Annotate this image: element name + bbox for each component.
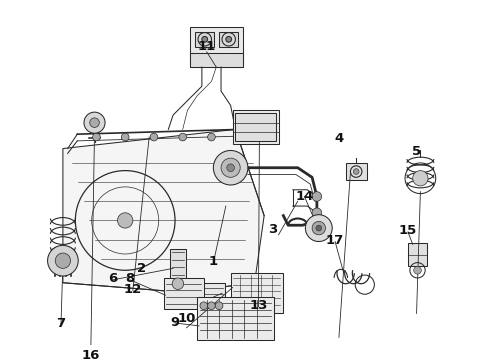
- Text: 17: 17: [326, 234, 344, 247]
- Circle shape: [316, 225, 321, 231]
- Circle shape: [312, 192, 321, 201]
- Text: 14: 14: [295, 190, 314, 203]
- Circle shape: [55, 253, 71, 268]
- Bar: [195, 32, 214, 47]
- Circle shape: [305, 215, 332, 242]
- Circle shape: [93, 133, 100, 141]
- Text: 15: 15: [399, 225, 417, 238]
- Text: 4: 4: [334, 131, 343, 144]
- Bar: [235, 113, 276, 141]
- Circle shape: [172, 278, 184, 289]
- Bar: [191, 27, 243, 67]
- Text: 7: 7: [56, 318, 66, 330]
- Circle shape: [215, 302, 223, 310]
- Circle shape: [414, 266, 421, 274]
- Bar: [233, 110, 278, 144]
- Text: 1: 1: [209, 255, 218, 268]
- Text: 5: 5: [412, 145, 421, 158]
- Circle shape: [208, 302, 215, 310]
- Text: 12: 12: [124, 283, 142, 296]
- Circle shape: [208, 133, 215, 141]
- Text: 10: 10: [177, 312, 196, 325]
- Circle shape: [179, 133, 187, 141]
- Circle shape: [150, 133, 158, 141]
- Text: 11: 11: [197, 40, 216, 53]
- Circle shape: [312, 208, 321, 217]
- Text: 3: 3: [268, 222, 277, 235]
- Circle shape: [90, 118, 99, 127]
- Circle shape: [413, 171, 428, 186]
- Bar: [164, 278, 204, 309]
- Bar: [408, 243, 427, 266]
- Circle shape: [213, 150, 248, 185]
- Bar: [197, 297, 274, 340]
- Circle shape: [312, 221, 325, 235]
- Text: 9: 9: [171, 315, 180, 329]
- Bar: [231, 273, 283, 314]
- Circle shape: [48, 246, 78, 276]
- Circle shape: [118, 213, 133, 228]
- Circle shape: [226, 36, 232, 42]
- Polygon shape: [63, 129, 264, 292]
- Bar: [191, 53, 243, 67]
- Circle shape: [353, 169, 359, 175]
- Circle shape: [202, 36, 208, 42]
- Text: 6: 6: [108, 273, 118, 285]
- Circle shape: [221, 158, 240, 177]
- Bar: [219, 32, 238, 47]
- Text: 13: 13: [249, 299, 268, 312]
- Circle shape: [122, 133, 129, 141]
- Bar: [170, 249, 186, 280]
- Text: 16: 16: [81, 349, 100, 360]
- Bar: [345, 163, 367, 180]
- Text: 8: 8: [125, 273, 135, 285]
- Text: 2: 2: [137, 262, 146, 275]
- Circle shape: [84, 112, 105, 133]
- Circle shape: [200, 302, 208, 310]
- Bar: [198, 283, 225, 304]
- Circle shape: [227, 164, 234, 172]
